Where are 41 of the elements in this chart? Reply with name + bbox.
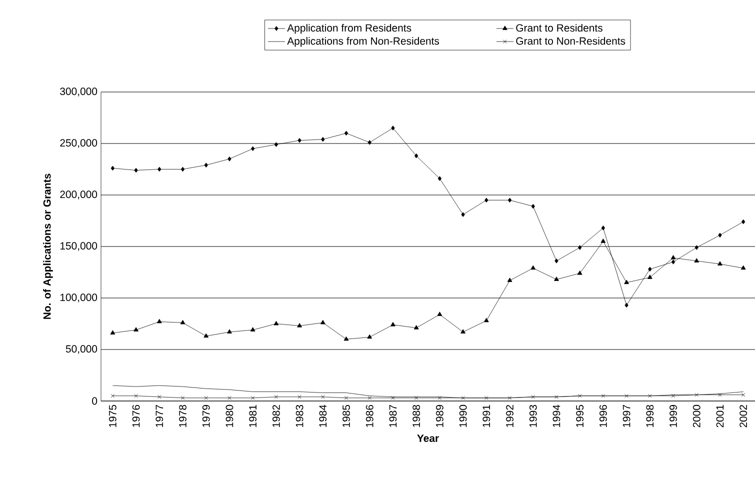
- y-axis-title: No. of Applications or Grants: [43, 174, 53, 319]
- x-tick-label: 1984: [319, 404, 327, 427]
- x-tick-label: 1981: [249, 405, 257, 427]
- x-tick-label: 1992: [506, 405, 514, 427]
- x-tick-label: 1983: [296, 404, 304, 427]
- x-tick-label: 1987: [389, 405, 397, 427]
- x-tick-label: 1976: [132, 404, 140, 427]
- x-tick-label: 1979: [202, 405, 210, 427]
- x-tick-label: 1994: [552, 404, 560, 427]
- legend-label: Grant to Non-Residents: [516, 37, 626, 45]
- x-tick-label: 1999: [670, 405, 677, 427]
- y-tick-label: 100,000: [60, 294, 98, 302]
- x-tick-label: 2002: [740, 405, 748, 428]
- y-tick-label: 0: [92, 397, 98, 405]
- x-tick-label: 1980: [226, 404, 234, 427]
- x-tick-label: 1991: [482, 405, 490, 427]
- x-tick-label: 1997: [622, 405, 630, 427]
- x-tick-label: 1986: [366, 404, 374, 427]
- x-tick-label: 1988: [412, 404, 420, 427]
- legend-label: Grant to Residents: [516, 24, 602, 32]
- x-tick-label: 1978: [179, 404, 186, 427]
- x-tick-label: 2000: [692, 404, 700, 428]
- x-tick-label: 1998: [646, 404, 654, 427]
- y-tick-label: 200,000: [60, 190, 98, 200]
- legend-label: Applications from Non-Residents: [287, 37, 440, 47]
- x-tick-label: 1975: [108, 404, 116, 427]
- x-tick-label: 1977: [156, 405, 164, 427]
- x-tick-label: 1982: [272, 405, 280, 427]
- y-tick-label: 150,000: [60, 242, 98, 251]
- y-tick-label: 50,000: [66, 345, 98, 354]
- x-tick-label: 1996: [599, 404, 607, 427]
- x-tick-label: 2001: [716, 405, 724, 428]
- x-tick-label: 1985: [342, 404, 350, 427]
- y-tick-label: 250,000: [60, 139, 98, 148]
- y-tick-label: 300,000: [60, 88, 98, 96]
- x-tick-label: 1990: [459, 404, 467, 427]
- legend-label: Application from Residents: [287, 24, 412, 34]
- x-tick-label: 1989: [436, 405, 444, 427]
- x-tick-label: 1995: [576, 404, 584, 427]
- x-axis-title: Year: [417, 434, 439, 442]
- x-tick-label: 1993: [529, 404, 537, 427]
